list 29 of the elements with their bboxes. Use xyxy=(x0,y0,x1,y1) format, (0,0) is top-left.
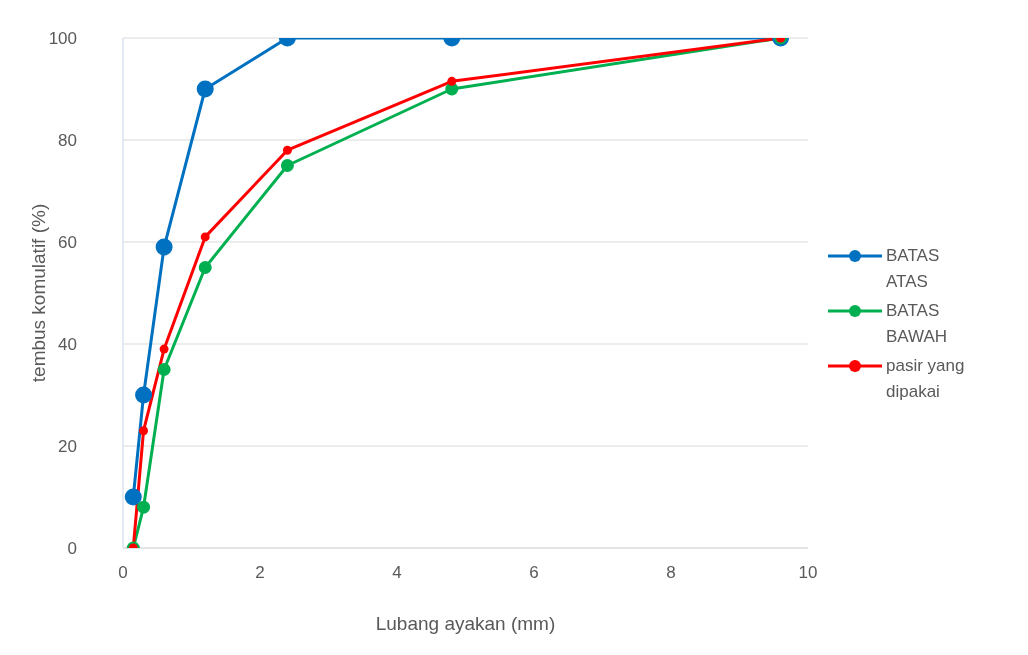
x-tick-label: 8 xyxy=(666,563,676,583)
point xyxy=(196,80,214,98)
x-tick-label: 6 xyxy=(529,563,539,583)
point xyxy=(157,363,171,376)
point xyxy=(200,232,210,242)
y-tick-label: 80 xyxy=(58,131,77,151)
x-tick-label: 10 xyxy=(798,563,818,583)
y-tick-label: 20 xyxy=(58,437,77,457)
legend-label: pasir yang dipakai xyxy=(886,354,966,403)
legend-label: BATAS ATAS xyxy=(886,244,941,293)
point xyxy=(198,261,212,274)
point xyxy=(282,145,292,155)
x-tick-label: 2 xyxy=(255,563,265,583)
y-axis-title: tembus komulatif (%) xyxy=(27,203,49,383)
point xyxy=(139,426,149,436)
x-tick-label: 4 xyxy=(392,563,402,583)
y-tick-label: 60 xyxy=(58,233,77,253)
y-tick-label: 40 xyxy=(58,335,77,355)
point xyxy=(159,344,169,354)
point xyxy=(280,159,294,172)
x-tick-label: 0 xyxy=(118,563,128,583)
point xyxy=(124,488,142,506)
point xyxy=(155,238,173,256)
y-tick-label: 0 xyxy=(67,539,77,559)
point xyxy=(447,76,457,86)
point xyxy=(137,500,151,514)
point xyxy=(135,386,153,404)
x-axis-title: Lubang ayakan (mm) xyxy=(375,613,556,634)
y-tick-label: 100 xyxy=(48,29,77,49)
